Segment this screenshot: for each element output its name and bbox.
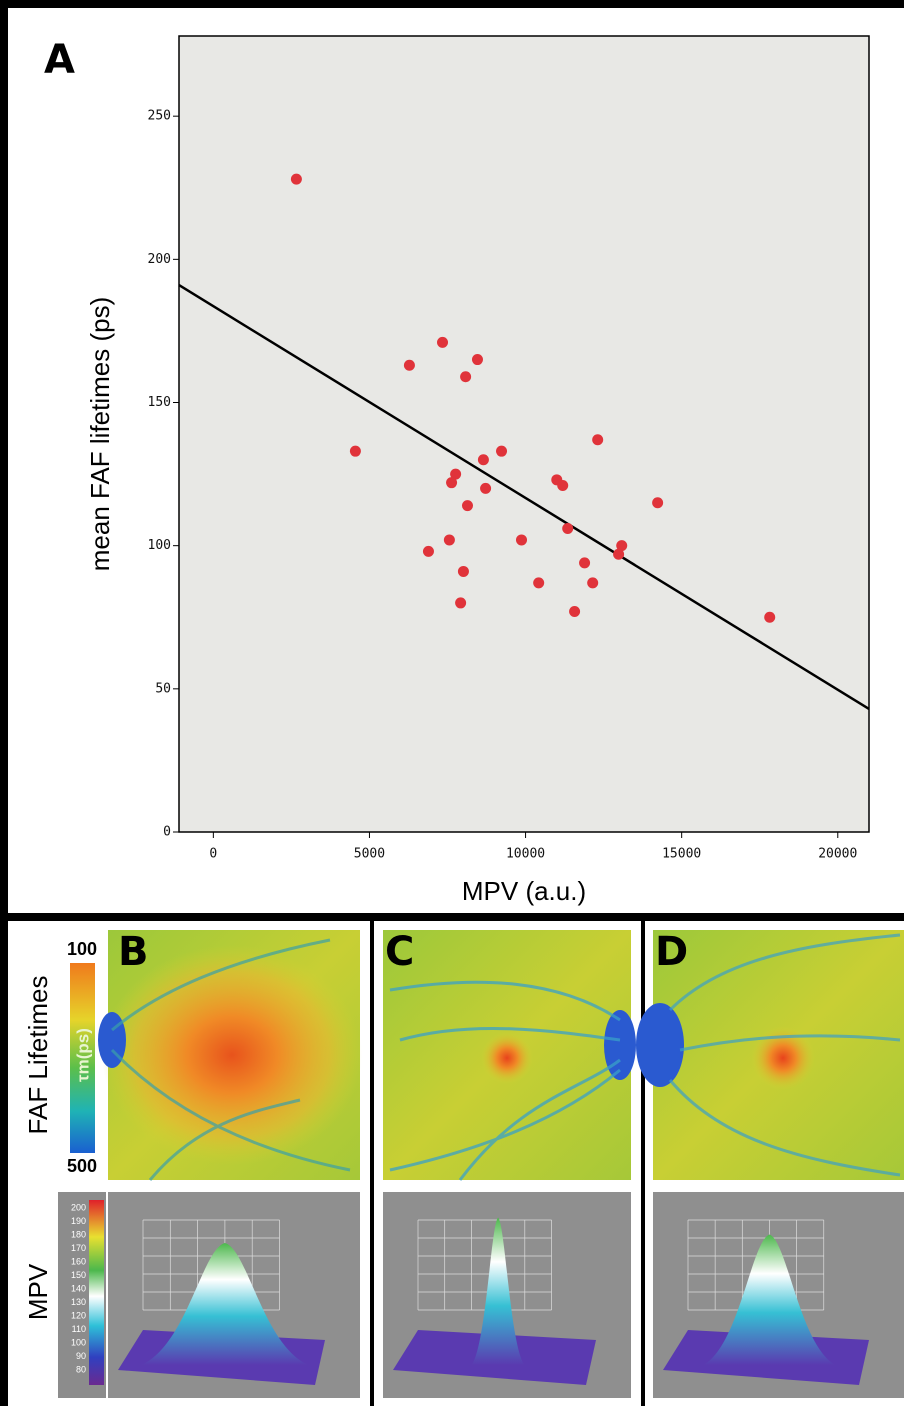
data-point (562, 522, 574, 534)
data-point (461, 500, 473, 512)
y-axis-label: mean FAF lifetimes (ps) (85, 297, 115, 572)
colorbar-tick-label: 190 (71, 1216, 86, 1226)
panel-label: C (385, 929, 414, 975)
surface-peak (703, 1234, 836, 1365)
colorbar-tick-label: 140 (71, 1283, 86, 1293)
data-point (290, 173, 302, 185)
data-point (437, 336, 449, 348)
y-tick-label: 50 (155, 681, 171, 696)
surface-plots (108, 1192, 904, 1398)
colorbar-tick-label: 160 (71, 1256, 86, 1266)
data-point (450, 468, 462, 480)
data-point (516, 534, 528, 546)
data-point (460, 371, 472, 383)
x-axis-label: MPV (a.u.) (462, 876, 586, 906)
x-tick-label: 15000 (662, 847, 701, 862)
data-point (455, 597, 467, 609)
data-point (592, 434, 604, 446)
fundus-image (383, 930, 636, 1181)
colorbar-tick-label: 100 (71, 1337, 86, 1347)
panel-label: D (655, 929, 688, 975)
y-tick-label: 100 (148, 538, 171, 553)
colorbar-tick-label: 170 (71, 1243, 86, 1253)
data-point (557, 480, 569, 492)
data-point (422, 545, 434, 557)
colorbar-title: τm(ps) (73, 1028, 92, 1082)
divider (641, 917, 645, 1406)
data-point (579, 557, 591, 569)
colorbar-tick-label: 110 (72, 1324, 86, 1334)
data-point (471, 354, 483, 366)
colorbar (70, 963, 95, 1153)
data-point (477, 454, 489, 466)
colorbar (89, 1200, 104, 1385)
data-point (443, 534, 455, 546)
data-point (652, 497, 664, 509)
data-point (446, 477, 458, 489)
y-tick-label: 250 (148, 109, 171, 124)
panel-labels: B C D (118, 929, 688, 975)
colorbar-tick-label: 120 (71, 1310, 86, 1320)
surface-peak (141, 1243, 309, 1365)
colorbar-ticks: 200 190 180 170 160 150 140 130 120 110 100 90 80 (71, 1202, 86, 1374)
data-point (457, 565, 469, 577)
colorbar-tick-label: 130 (71, 1297, 86, 1307)
panel-label: A (44, 37, 75, 83)
y-tick-label: 200 (148, 252, 171, 267)
y-tick-label: 150 (148, 395, 171, 410)
panel-label: B (118, 929, 149, 975)
scatter-chart: 0 50 100 150 200 250 0 5000 10000 15000 20000 (148, 109, 870, 862)
colorbar-tick-label: 90 (76, 1351, 86, 1361)
data-point (349, 445, 361, 457)
y-tick-label: 0 (163, 825, 171, 840)
colorbar-tick-label: 180 (71, 1229, 86, 1239)
data-point (480, 482, 492, 494)
regression-line (178, 284, 870, 710)
data-point (533, 577, 545, 589)
x-tick-label: 20000 (818, 847, 857, 862)
data-point (764, 611, 776, 623)
colorbar-tick-label: 150 (71, 1270, 86, 1280)
data-point (616, 540, 628, 552)
row-label: MPV (23, 1263, 53, 1320)
fundus-image (98, 930, 362, 1181)
surface-peak (471, 1217, 525, 1365)
data-point (496, 445, 508, 457)
colorbar-label: 100 (67, 939, 97, 959)
divider (0, 913, 904, 921)
x-tick-label: 0 (209, 847, 217, 862)
data-point (403, 359, 415, 371)
plot-area (178, 35, 870, 833)
colorbar-tick-label: 80 (76, 1364, 86, 1374)
row-label: FAF Lifetimes (23, 976, 53, 1135)
colorbar-tick-label: 200 (71, 1202, 86, 1212)
colorbar-label: 500 (67, 1156, 97, 1176)
fundus-image (636, 930, 904, 1180)
data-point (569, 606, 581, 618)
x-tick-label: 10000 (506, 847, 545, 862)
data-point (613, 548, 625, 560)
x-tick-label: 5000 (354, 847, 385, 862)
data-point (587, 577, 599, 589)
divider (370, 917, 374, 1406)
